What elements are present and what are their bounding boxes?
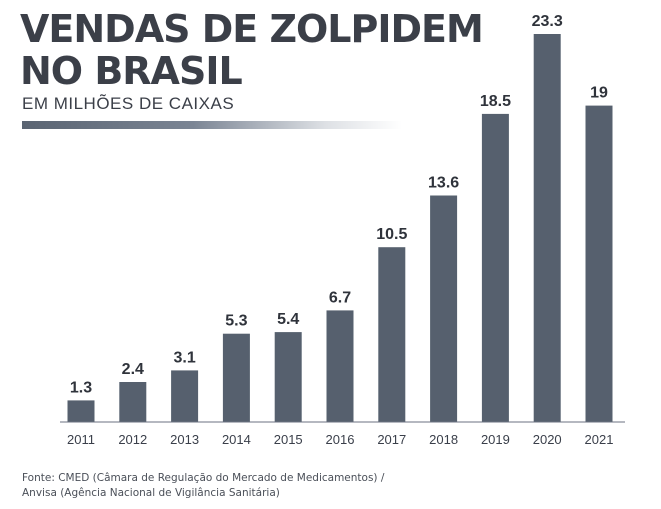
- x-tick-label-2014: 2014: [222, 432, 251, 447]
- value-label-2020: 23.3: [532, 13, 563, 30]
- value-label-2021: 19: [590, 85, 608, 102]
- value-label-2019: 18.5: [480, 93, 511, 110]
- value-label-2013: 3.1: [173, 349, 195, 366]
- x-tick-label-2012: 2012: [118, 432, 147, 447]
- value-label-2018: 13.6: [428, 175, 459, 192]
- chart-title: VENDAS DE ZOLPIDEM NO BRASIL: [20, 7, 484, 93]
- bar-2017: [378, 247, 406, 422]
- bar-2014: [222, 333, 250, 422]
- value-label-2014: 5.3: [225, 313, 247, 330]
- x-tick-label-2011: 2011: [67, 432, 95, 447]
- bar-2018: [430, 195, 458, 422]
- x-tick-label-2019: 2019: [481, 432, 510, 447]
- x-tick-label-2015: 2015: [274, 432, 303, 447]
- x-tick-label-2016: 2016: [326, 432, 355, 447]
- source-line-1: Fonte: CMED (Câmara de Regulação do Merc…: [22, 472, 385, 484]
- source-note: Fonte: CMED (Câmara de Regulação do Merc…: [22, 471, 384, 501]
- bar-2013: [171, 370, 199, 422]
- x-tick-label-2017: 2017: [377, 432, 406, 447]
- x-tick-label-2020: 2020: [533, 432, 562, 447]
- bar-2011: [67, 400, 95, 422]
- bar-2020: [533, 34, 561, 422]
- bar-2021: [585, 105, 613, 422]
- bar-2012: [119, 382, 147, 422]
- bar-2016: [326, 310, 354, 422]
- x-tick-label-2021: 2021: [585, 432, 614, 447]
- value-label-2015: 5.4: [277, 311, 299, 328]
- value-label-2011: 1.3: [70, 379, 92, 396]
- source-line-2: Anvisa (Agência Nacional de Vigilância S…: [22, 487, 280, 499]
- value-label-2012: 2.4: [122, 361, 144, 378]
- x-tick-label-2013: 2013: [170, 432, 199, 447]
- bar-2019: [481, 113, 509, 423]
- title-accent-bar: [22, 121, 402, 129]
- bar-2015: [274, 332, 302, 422]
- chart-title-line-1: VENDAS DE ZOLPIDEM: [20, 7, 484, 51]
- value-label-2016: 6.7: [329, 289, 351, 306]
- chart-subtitle: EM MILHÕES DE CAIXAS: [22, 94, 235, 113]
- chart-title-line-2: NO BRASIL: [20, 49, 243, 93]
- value-label-2017: 10.5: [376, 226, 407, 243]
- x-tick-label-2018: 2018: [429, 432, 458, 447]
